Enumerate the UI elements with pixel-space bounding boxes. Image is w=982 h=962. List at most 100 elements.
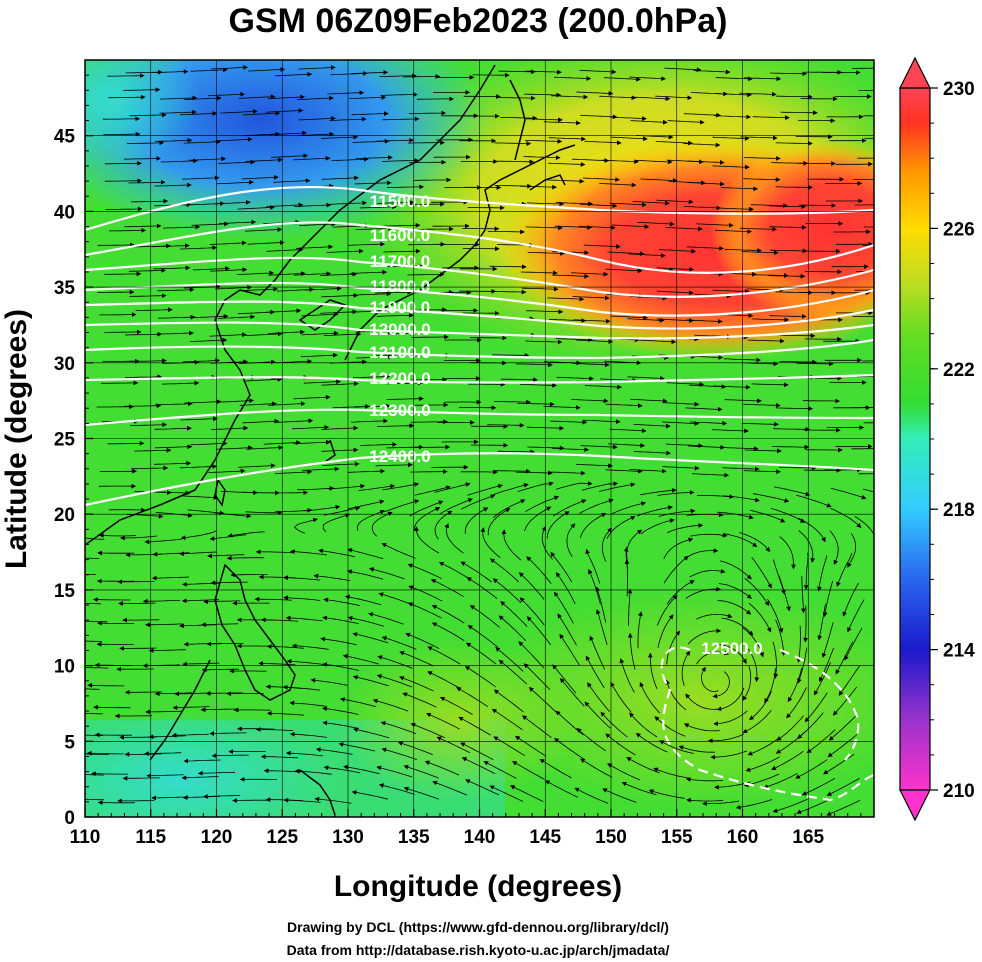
streamline xyxy=(377,200,415,205)
streamline xyxy=(722,495,760,503)
streamline xyxy=(599,182,637,188)
streamline xyxy=(640,178,678,183)
streamline xyxy=(327,90,365,96)
streamline xyxy=(108,507,146,513)
streamline xyxy=(356,509,386,531)
streamline xyxy=(742,665,752,701)
streamline xyxy=(303,379,341,385)
streamline xyxy=(662,401,700,407)
streamline xyxy=(832,686,858,716)
streamline xyxy=(359,204,397,210)
streamline xyxy=(742,709,772,734)
streamline xyxy=(236,270,275,276)
streamline xyxy=(151,575,190,581)
streamline xyxy=(376,765,413,778)
streamline xyxy=(179,551,217,557)
streamline xyxy=(297,485,335,491)
streamline xyxy=(817,603,826,641)
streamline xyxy=(427,671,461,689)
y-tick-label: 45 xyxy=(54,127,76,148)
streamline xyxy=(465,642,497,665)
streamline xyxy=(559,677,585,707)
streamline xyxy=(359,442,398,447)
streamline xyxy=(108,228,147,233)
streamline xyxy=(241,286,279,292)
streamline xyxy=(683,112,721,118)
x-tick-label: 160 xyxy=(727,827,759,848)
streamline xyxy=(266,710,305,716)
streamline xyxy=(403,764,439,779)
contour-line-11600 xyxy=(85,221,874,274)
streamline xyxy=(521,286,559,292)
streamline xyxy=(399,651,434,667)
streamline xyxy=(548,470,586,476)
y-axis: 0 5 10 15 20 25 30 35 40 45 xyxy=(54,74,93,829)
streamline xyxy=(260,754,299,760)
streamline xyxy=(826,799,861,816)
streamline xyxy=(298,65,336,70)
streamline xyxy=(93,597,131,602)
streamline xyxy=(156,330,194,336)
streamline xyxy=(863,422,874,424)
credit-drawing: Drawing by DCL (https://www.gfd-dennou.o… xyxy=(287,919,669,935)
streamline xyxy=(432,780,467,796)
streamline xyxy=(85,798,104,801)
streamline xyxy=(245,510,283,516)
streamline xyxy=(835,641,854,675)
streamline xyxy=(206,641,244,647)
streamline xyxy=(579,69,617,75)
streamline xyxy=(372,698,409,712)
x-tick-label: 145 xyxy=(529,827,561,848)
streamline xyxy=(580,203,618,209)
credit-data: Data from http://database.rish.kyoto-u.a… xyxy=(287,942,670,958)
streamline xyxy=(721,617,754,636)
y-tick-label: 10 xyxy=(54,657,75,678)
streamline xyxy=(162,224,201,230)
streamline xyxy=(491,708,523,731)
colorbar-bottom-arrow xyxy=(899,789,931,822)
streamline xyxy=(519,382,557,388)
colorbar-body xyxy=(899,87,931,791)
streamline xyxy=(666,580,695,605)
streamline xyxy=(218,219,257,225)
streamline xyxy=(663,555,689,584)
streamline xyxy=(181,598,220,604)
streamline xyxy=(607,251,645,257)
streamline xyxy=(298,115,336,121)
streamline xyxy=(160,95,198,101)
streamline xyxy=(274,71,313,77)
streamline xyxy=(804,692,828,723)
streamline xyxy=(770,248,808,254)
streamline xyxy=(108,94,146,100)
streamline xyxy=(519,597,545,626)
streamline xyxy=(685,319,723,324)
streamline xyxy=(609,428,647,434)
streamline xyxy=(85,557,100,559)
streamline xyxy=(657,490,695,496)
streamline xyxy=(500,601,528,627)
contour-label-12100: 12100.0 xyxy=(369,343,430,362)
streamline xyxy=(376,674,413,688)
streamline xyxy=(375,289,413,295)
streamline xyxy=(779,465,817,471)
streamline xyxy=(129,422,168,428)
streamline xyxy=(103,131,141,137)
streamline xyxy=(269,130,307,136)
streamline xyxy=(741,250,779,256)
streamline xyxy=(438,561,472,581)
streamline xyxy=(296,95,334,101)
streamline xyxy=(847,599,865,633)
streamline xyxy=(541,525,553,560)
streamline xyxy=(85,602,101,605)
streamline xyxy=(151,69,189,74)
streamline xyxy=(107,440,145,446)
streamline xyxy=(595,586,607,623)
streamline xyxy=(711,428,749,434)
streamline xyxy=(685,693,718,710)
contour-label-11600: 11600.0 xyxy=(370,226,431,245)
streamline xyxy=(662,465,700,471)
streamline xyxy=(172,705,210,711)
contour-line-12500 xyxy=(660,646,874,802)
streamline xyxy=(716,206,754,212)
streamline xyxy=(500,115,538,121)
